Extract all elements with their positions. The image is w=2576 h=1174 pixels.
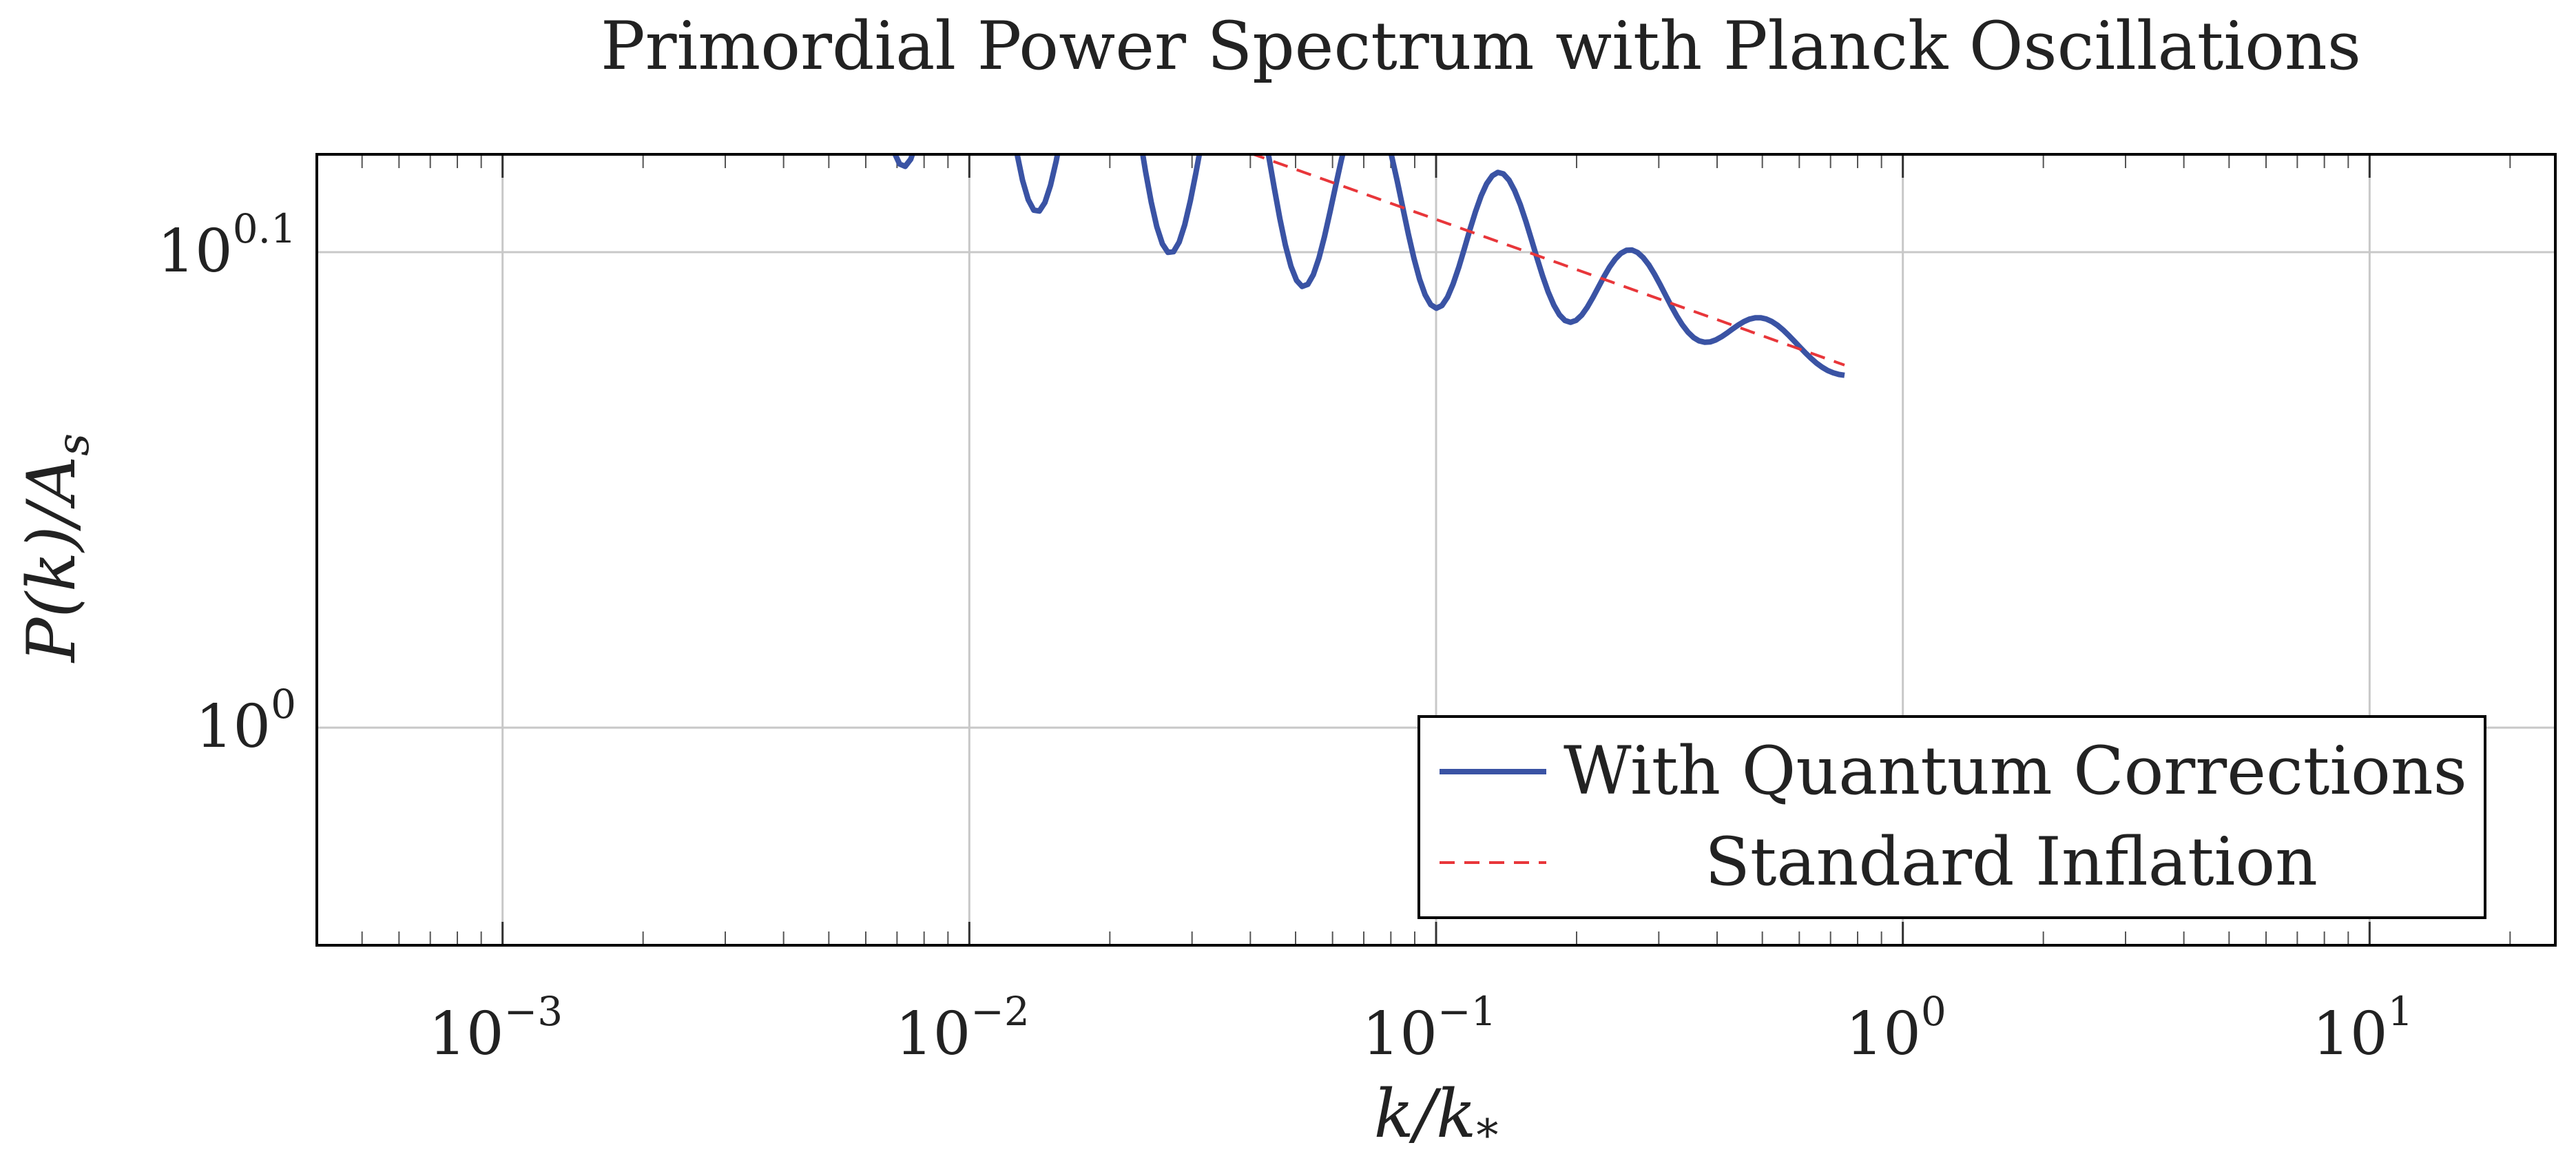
x-axis-label: k/k*: [1374, 1075, 1499, 1162]
x-tick-label-1: 10−2: [895, 988, 1030, 1069]
legend: With Quantum Corrections Standard Inflat…: [1417, 715, 2486, 919]
x-tick-label-4: 101: [2312, 988, 2413, 1069]
x-tick-label-2: 10−1: [1362, 988, 1497, 1069]
y-axis-label: P(k)/As: [13, 433, 99, 663]
x-tick-label-3: 100: [1845, 988, 1946, 1069]
legend-box: [1417, 715, 2486, 919]
plot-frame: [315, 153, 2557, 947]
y-tick-label-0: 100: [196, 681, 296, 761]
x-tick-label-0: 10−3: [428, 988, 563, 1069]
y-tick-label-1: 100.1: [157, 205, 296, 286]
legend-label-quantum: With Quantum Corrections: [1564, 732, 2467, 810]
legend-label-standard: Standard Inflation: [1705, 823, 2318, 900]
minor-ticks: [316, 154, 2511, 945]
chart-title: Primordial Power Spectrum with Planck Os…: [601, 8, 2361, 85]
series-line-quantum: [892, 154, 1845, 378]
x-tick-labels: 10−3 10−2 10−1 100 101: [428, 988, 2413, 1069]
y-tick-labels: 100 100.1: [157, 205, 296, 761]
data-lines: [892, 154, 1845, 378]
